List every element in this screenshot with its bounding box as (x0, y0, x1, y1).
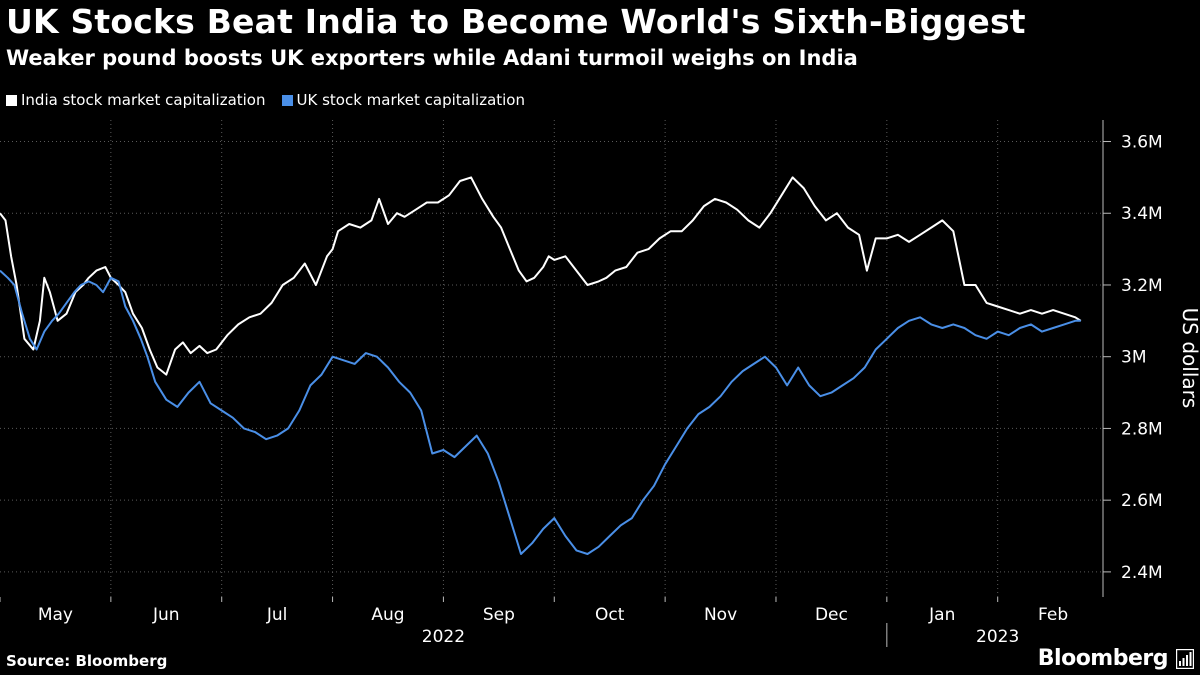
y-tick-label: 3M (1121, 348, 1146, 368)
x-tick-label: Oct (595, 605, 625, 625)
y-tick-label: 2.8M (1121, 419, 1163, 439)
bloomberg-terminal-icon (1176, 648, 1194, 669)
legend-label-india: India stock market capitalization (21, 91, 266, 109)
year-label: 2023 (976, 627, 1019, 647)
x-tick-label: Jul (266, 605, 288, 625)
legend-item-uk: UK stock market capitalization (281, 91, 526, 109)
x-tick-label: Aug (371, 605, 404, 625)
legend: India stock market capitalization UK sto… (6, 91, 541, 109)
y-tick-label: 3.2M (1121, 276, 1163, 296)
x-tick-label: Jun (152, 605, 180, 625)
y-tick-label: 3.6M (1121, 133, 1163, 153)
year-label: 2022 (422, 627, 465, 647)
legend-swatch-uk (281, 94, 293, 106)
chart-title: UK Stocks Beat India to Become World's S… (6, 2, 1026, 41)
x-tick-label: Jan (928, 605, 955, 625)
legend-swatch-india (6, 94, 17, 106)
x-tick-label: Dec (815, 605, 848, 625)
india-series-line (0, 176, 1082, 376)
bloomberg-logo-text: Bloomberg (1037, 646, 1169, 671)
x-tick-label: Nov (704, 605, 737, 625)
y-tick-label: 2.6M (1121, 491, 1163, 511)
y-axis-title: US dollars (1178, 308, 1200, 409)
legend-label-uk: UK stock market capitalization (296, 91, 526, 109)
y-tick-label: 3.4M (1121, 204, 1163, 224)
x-tick-label: Sep (483, 605, 515, 625)
x-tick-label: May (38, 605, 73, 625)
x-tick-label: Feb (1038, 605, 1068, 625)
legend-item-india: India stock market capitalization (6, 91, 266, 109)
y-tick-label: 2.4M (1121, 563, 1163, 583)
source-note: Source: Bloomberg (6, 652, 168, 670)
bloomberg-brand: Bloomberg (1038, 646, 1194, 671)
chart-subtitle: Weaker pound boosts UK exporters while A… (6, 46, 858, 70)
uk-series-line (0, 269, 1081, 555)
